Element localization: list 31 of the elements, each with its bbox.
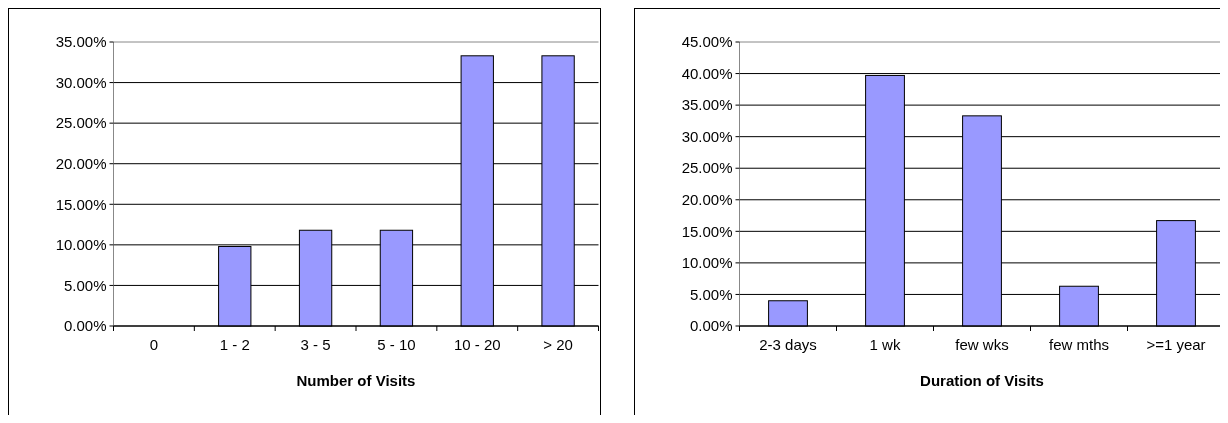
x-tick-label: > 20 — [543, 336, 573, 353]
x-tick-label: 1 - 2 — [219, 336, 250, 353]
y-tick-label: 20.00% — [55, 154, 107, 172]
y-tick-label: 0.00% — [689, 317, 733, 335]
x-tick-label: 2-3 days — [759, 336, 817, 353]
y-tick-label: 0.00% — [63, 317, 107, 335]
y-tick-label: 45.00% — [681, 33, 733, 51]
y-tick-label: 15.00% — [681, 222, 733, 240]
x-axis-title: Number of Visits — [296, 372, 416, 389]
x-tick-label: few mths — [1048, 336, 1110, 353]
y-tick-label: 35.00% — [681, 96, 733, 114]
y-tick-label: 30.00% — [681, 127, 733, 145]
y-tick-label: 30.00% — [55, 73, 107, 91]
x-tick-label: 10 - 20 — [453, 336, 501, 353]
y-tick-label: 5.00% — [63, 276, 107, 294]
y-tick-label: 10.00% — [55, 236, 107, 254]
y-tick-label: 25.00% — [55, 114, 107, 132]
y-tick-label: 25.00% — [681, 159, 733, 177]
y-tick-label: 35.00% — [55, 33, 107, 51]
y-tick-label: 15.00% — [55, 195, 107, 213]
x-tick-label: 5 - 10 — [377, 336, 416, 353]
y-tick-label: 20.00% — [681, 191, 733, 209]
y-tick-label: 40.00% — [681, 64, 733, 82]
y-tick-label: 5.00% — [689, 285, 733, 303]
y-tick-label: 10.00% — [681, 254, 733, 272]
x-tick-label: 1 wk — [869, 336, 901, 353]
x-tick-label: >=1 year — [1146, 336, 1206, 353]
x-tick-label: 0 — [149, 336, 159, 353]
x-tick-label: few wks — [955, 336, 1009, 353]
x-axis-title: Duration of Visits — [920, 372, 1044, 389]
x-tick-label: 3 - 5 — [300, 336, 331, 353]
